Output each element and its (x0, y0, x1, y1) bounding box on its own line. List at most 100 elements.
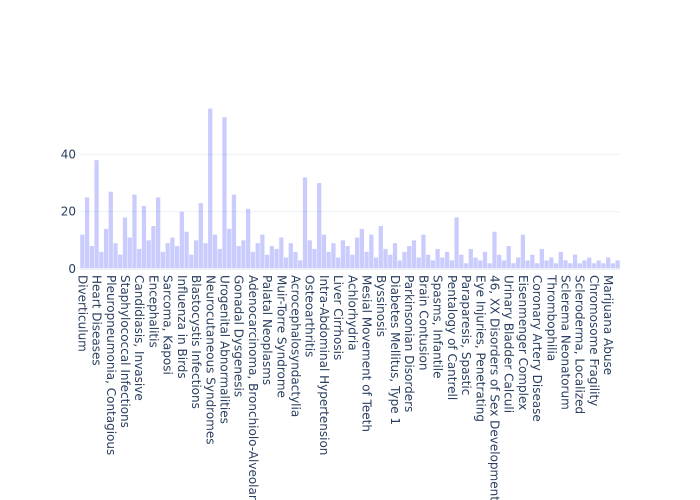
bar (231, 194, 237, 269)
bar (89, 246, 94, 269)
bar (283, 257, 289, 269)
x-tick-label: Byssinosis (374, 275, 388, 337)
bar (203, 243, 208, 269)
x-tick-label: Urogenital Abnormalities (217, 275, 231, 424)
x-tick-label: Eisenmenger Complex (516, 275, 530, 410)
bar (606, 257, 611, 269)
x-tick-label: Spasms, Infantile (431, 275, 445, 379)
x-tick-label: Influenza in Birds (175, 275, 189, 379)
bar (549, 257, 554, 269)
bar (236, 246, 241, 269)
bar (440, 257, 445, 269)
bar (321, 234, 327, 269)
bar (118, 254, 123, 269)
bar (312, 248, 317, 269)
bar (84, 197, 90, 269)
bar (596, 260, 601, 269)
bar (80, 234, 85, 269)
bar (302, 177, 308, 269)
x-tick-label: Mesial Movement of Teeth (360, 275, 374, 432)
bar (94, 160, 99, 269)
x-tick-label: Staphylococcal Infections (118, 275, 132, 428)
bar (345, 246, 350, 269)
x-tick-label: Diabetes Mellitus, Type 1 (388, 275, 402, 425)
bar (217, 248, 222, 269)
bar (544, 260, 549, 269)
bar (132, 194, 137, 269)
bar (577, 263, 582, 269)
y-tick-label: 0 (68, 262, 76, 276)
x-tick-label: Heart Diseases (90, 275, 104, 366)
bar (279, 237, 284, 269)
y-tick-label: 20 (61, 205, 76, 219)
bar (113, 243, 118, 269)
bar (587, 257, 592, 269)
bar (383, 248, 388, 269)
bar (478, 260, 483, 269)
bar (336, 257, 341, 269)
bar (388, 254, 393, 269)
bar (459, 254, 464, 269)
bar (103, 228, 109, 269)
bar (444, 251, 450, 269)
bar (525, 260, 530, 269)
x-tick-label: Acrocephalosyndactylia (289, 275, 303, 417)
x-tick-label: Adenocarcinoma, Bronchiolo-Alveolar (246, 275, 260, 500)
bar (350, 254, 355, 269)
bar (189, 254, 194, 269)
bar (264, 254, 270, 269)
bar (473, 257, 478, 269)
bar (601, 263, 606, 269)
bar (260, 234, 265, 269)
x-tick-label: Osteoarthritis (303, 275, 317, 357)
bar (241, 240, 246, 269)
bar (288, 243, 293, 269)
bar (250, 251, 256, 269)
bar (501, 260, 507, 269)
bar (426, 254, 431, 269)
bar (174, 246, 180, 269)
bar (482, 251, 488, 269)
x-tick-label: Eye Injuries, Penetrating (473, 275, 487, 422)
bar (198, 203, 203, 269)
bar (298, 260, 303, 269)
bar (208, 108, 213, 269)
bar (468, 248, 473, 269)
bar (364, 251, 369, 269)
bar (274, 248, 279, 269)
bar (530, 254, 535, 269)
bar (151, 226, 156, 269)
bar (407, 246, 412, 269)
bar (227, 228, 232, 269)
x-tick-label: Pleuropneumonia, Contagious (104, 275, 118, 455)
bar (430, 260, 436, 269)
bar (539, 248, 544, 269)
bar (553, 263, 559, 269)
bar (558, 251, 563, 269)
bar (269, 246, 274, 269)
x-tick-label: Palatal Neoplasms (260, 275, 274, 385)
x-tick-label: Marijuana Abuse (601, 275, 615, 375)
bar (568, 263, 573, 269)
bar (212, 234, 218, 269)
bar (392, 243, 398, 269)
x-tick-label: Coronary Artery Disease (530, 275, 544, 422)
bar (317, 183, 322, 269)
bar (179, 211, 184, 269)
x-tick-label: Pentalogy of Cantrell (445, 275, 459, 400)
x-tick-label: Urinary Bladder Calculi (502, 275, 516, 413)
bar (137, 248, 142, 269)
bar (487, 263, 492, 269)
bar (506, 246, 511, 269)
bar (146, 240, 151, 269)
bar (307, 240, 312, 269)
x-tick-label: Scleroderma, Localized (573, 275, 587, 414)
bar (160, 251, 166, 269)
bar (122, 217, 128, 269)
bar (99, 251, 104, 269)
bar (108, 191, 113, 269)
bar (165, 243, 170, 269)
x-tick-label: Intra-Abdominal Hypertension (317, 275, 331, 455)
x-tick-label: Liver Cirrhosis (331, 275, 345, 360)
